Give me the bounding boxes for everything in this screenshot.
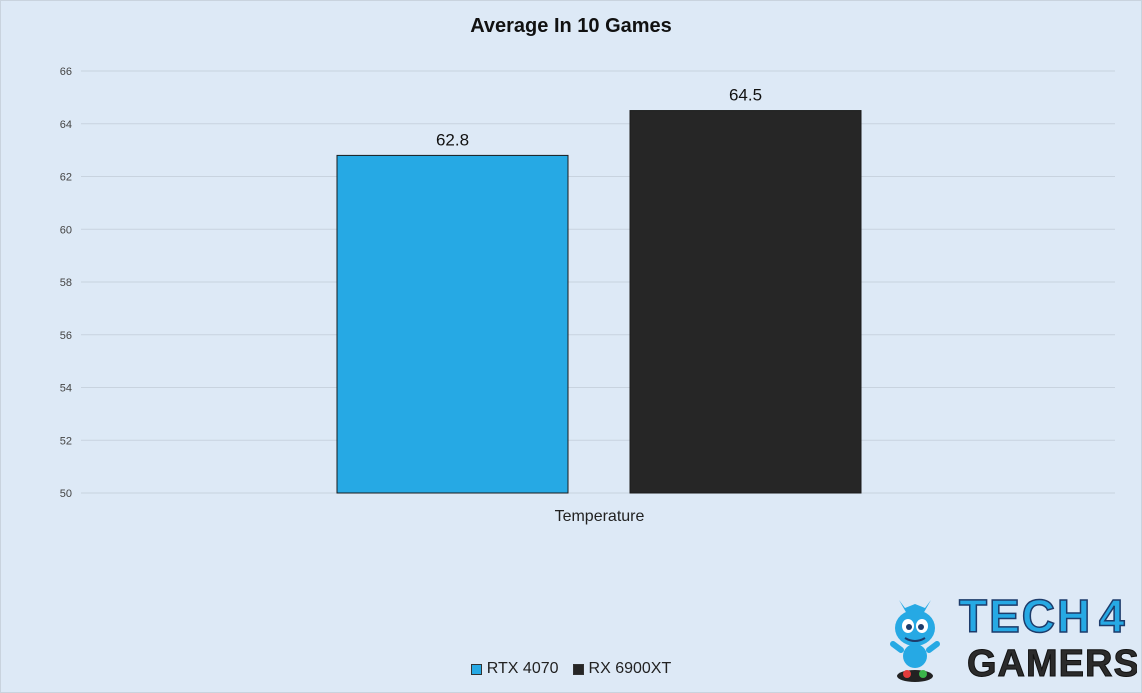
legend-swatch-rtx-4070 <box>470 663 482 675</box>
logo-text-gamers: GAMERS <box>967 643 1137 685</box>
data-label-rtx-4070: 62.8 <box>436 130 469 149</box>
chart-title: Average In 10 Games <box>470 15 672 37</box>
logo-text-digit: 4 <box>1099 590 1125 642</box>
y-tick-label-66: 66 <box>60 66 72 78</box>
mascot-icon <box>890 600 940 682</box>
logo-text-tech: TECH <box>959 590 1092 642</box>
y-tick-label-50: 50 <box>60 488 72 500</box>
bars <box>336 110 862 494</box>
data-labels: 62.8 64.5 <box>436 86 762 150</box>
legend-entry-rtx-4070: RTX 4070 <box>470 660 559 678</box>
grid-lines <box>81 70 1115 494</box>
legend-entry-rx-6900xt: RX 6900XT <box>572 660 672 678</box>
tech4gamers-logo: TECH 4 GAMERS <box>890 589 1137 686</box>
bar-rx-6900xt <box>629 110 862 494</box>
y-tick-label-52: 52 <box>60 435 72 447</box>
legend-label-rx-6900xt: RX 6900XT <box>588 660 672 677</box>
y-tick-label-64: 64 <box>60 119 72 131</box>
bar-rtx-4070 <box>336 154 569 494</box>
x-category-label: Temperature <box>554 508 645 525</box>
y-axis-ticks: 50 52 54 56 58 60 62 64 66 <box>60 66 72 500</box>
data-label-rx-6900xt: 64.5 <box>729 86 762 105</box>
y-tick-label-60: 60 <box>60 224 72 236</box>
y-tick-label-58: 58 <box>60 277 72 289</box>
y-tick-label-62: 62 <box>60 172 72 184</box>
y-tick-label-56: 56 <box>60 330 72 342</box>
y-tick-label-54: 54 <box>60 383 72 395</box>
legend: RTX 4070 RX 6900XT <box>1 660 1141 678</box>
legend-swatch-rx-6900xt <box>572 663 584 675</box>
legend-label-rtx-4070: RTX 4070 <box>486 660 559 677</box>
